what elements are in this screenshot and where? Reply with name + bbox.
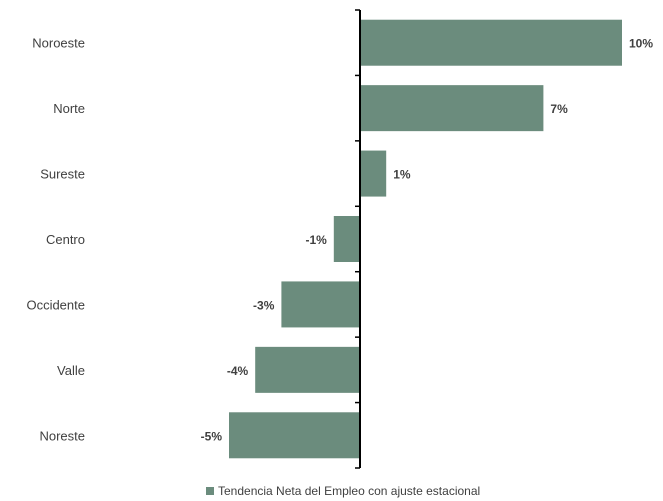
category-label-occidente: Occidente (26, 297, 85, 312)
category-label-sureste: Sureste (40, 167, 85, 182)
bar-noroeste (360, 19, 622, 66)
category-label-norte: Norte (53, 101, 85, 116)
category-labels: Noroeste Norte Sureste Centro Occidente Valle… (26, 36, 85, 444)
bar-centro (333, 216, 360, 262)
value-label-valle: -4% (227, 364, 249, 378)
value-label-centro: -1% (305, 233, 327, 247)
bar-sureste (360, 150, 387, 197)
legend-label: Tendencia Neta del Empleo con ajuste est… (218, 484, 481, 498)
category-label-centro: Centro (46, 232, 85, 247)
bar-occidente (281, 281, 360, 328)
bars-group (229, 19, 622, 459)
legend: Tendencia Neta del Empleo con ajuste est… (206, 484, 480, 498)
category-label-valle: Valle (57, 363, 85, 378)
bar-noreste (229, 412, 360, 459)
category-label-noreste: Noreste (39, 428, 85, 443)
value-label-noroeste: 10% (629, 37, 653, 51)
value-label-occidente: -3% (253, 298, 275, 312)
value-label-sureste: 1% (393, 168, 411, 182)
value-labels: 10% 7% 1% -1% -3% -4% -5% (201, 37, 654, 444)
bar-chart: Noroeste Norte Sureste Centro Occidente Valle… (26, 9, 654, 469)
bar-norte (360, 85, 544, 132)
bar-valle (255, 346, 360, 393)
category-label-noroeste: Noroeste (32, 36, 85, 51)
value-label-noreste: -5% (201, 429, 223, 443)
value-label-norte: 7% (550, 102, 568, 116)
category-axis (355, 9, 361, 469)
legend-swatch (206, 487, 214, 495)
